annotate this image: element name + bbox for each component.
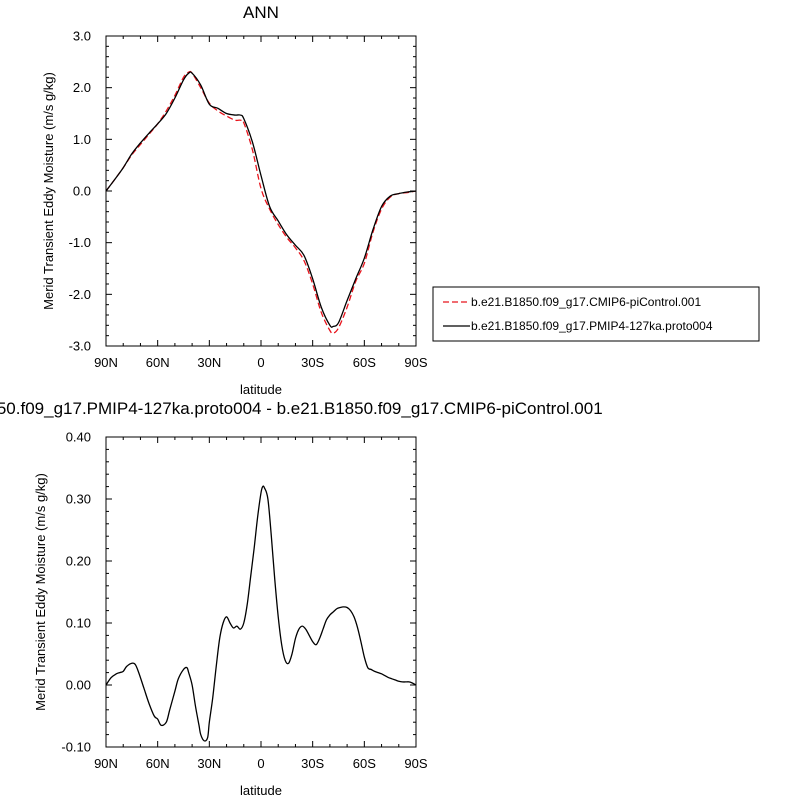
top-x-tick-label: 90N [94,355,118,370]
bottom-series-lines [105,485,417,742]
bottom-x-tick-label: 60S [353,756,376,771]
bottom-x-tick-label: 0 [257,756,264,771]
top-y-tick-label: 0.0 [73,184,91,199]
top-series-line-1 [105,71,417,328]
top-series-lines [105,70,417,335]
top-x-axis-label: latitude [240,382,282,397]
bottom-y-tick-label: 0.00 [66,678,91,693]
legend-label-127ka: b.e21.B1850.f09_g17.PMIP4-127ka.proto004 [471,319,713,333]
bottom-x-axis-label: latitude [240,783,282,798]
top-y-axis-label: Merid Transient Eddy Moisture (m/s g/kg) [41,72,56,310]
legend-box [432,286,760,342]
top-axis-ticks: 90N 60N 30N 0 30S 60S 90S 3.0 2.0 1.0 0.0 -1.0 -2.0 -… [69,29,428,371]
top-y-tick-label: -3.0 [69,339,91,354]
top-y-tick-label: -2.0 [69,287,91,302]
top-y-tick-label: 2.0 [73,80,91,95]
bottom-x-tick-label: 30S [301,756,324,771]
bottom-x-tick-label: 60N [146,756,170,771]
top-legend: b.e21.B1850.f09_g17.CMIP6-piControl.001 … [432,286,760,342]
top-panel: ANN 90N 60N 30N 0 30S 60S 90S 3.0 2.0 1.0 0.0 -1.0 -… [41,3,760,397]
top-plot-frame [105,35,417,347]
bottom-panel: b.e21.B1850.f09_g17.PMIP4-127ka.proto004… [0,399,603,798]
bottom-plot-frame [105,436,417,748]
bottom-x-tick-label: 30N [197,756,221,771]
bottom-y-tick-label: 0.10 [66,616,91,631]
top-chart-title: ANN [243,3,279,22]
bottom-y-tick-label: 0.30 [66,492,91,507]
bottom-y-tick-label: 0.20 [66,554,91,569]
top-x-tick-label: 60S [353,355,376,370]
top-x-tick-label: 30S [301,355,324,370]
top-x-tick-label: 60N [146,355,170,370]
bottom-x-tick-label: 90S [404,756,427,771]
top-x-tick-label: 0 [257,355,264,370]
bottom-series-line-0 [105,485,417,742]
top-x-tick-label: 30N [197,355,221,370]
top-y-tick-label: -1.0 [69,235,91,250]
top-y-tick-label: 3.0 [73,29,91,44]
legend-label-control: b.e21.B1850.f09_g17.CMIP6-piControl.001 [471,295,701,309]
bottom-axis-ticks: 90N 60N 30N 0 30S 60S 90S 0.40 0.30 0.20 0.10 0.00 -… [61,430,428,772]
bottom-y-tick-label: -0.10 [61,740,91,755]
bottom-x-tick-label: 90N [94,756,118,771]
top-series-line-0 [105,70,417,335]
bottom-y-tick-label: 0.40 [66,430,91,445]
bottom-y-axis-label: Merid Transient Eddy Moisture (m/s g/kg) [33,473,48,711]
top-x-tick-label: 90S [404,355,427,370]
bottom-chart-title: b.e21.B1850.f09_g17.PMIP4-127ka.proto004… [0,399,603,418]
top-y-tick-label: 1.0 [73,132,91,147]
